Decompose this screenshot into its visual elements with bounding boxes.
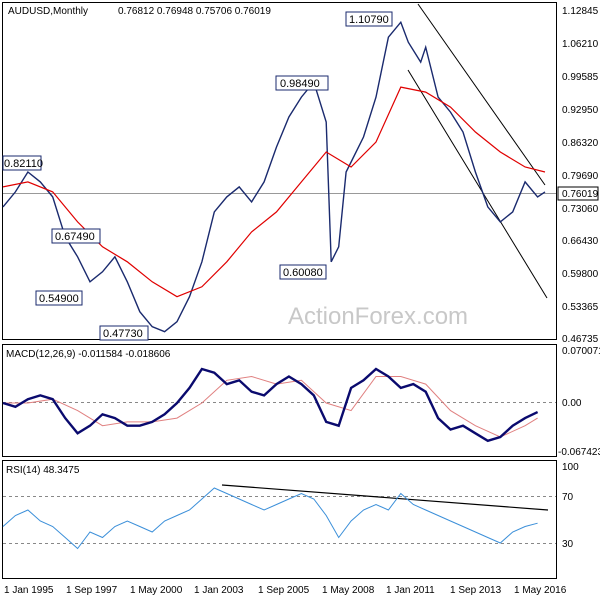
- annotation-label: 0.98490: [280, 78, 320, 90]
- x-axis: 1 Jan 1995 1 Sep 1997 1 May 2000 1 Jan 2…: [4, 585, 567, 596]
- annotation-label: 0.67490: [55, 231, 95, 243]
- annotation-label: 0.60080: [283, 267, 323, 279]
- rsi-tick: 70: [562, 492, 574, 503]
- x-tick: 1 Jan 2011: [386, 585, 435, 596]
- annotation-box: [345, 11, 393, 27]
- rsi-tick: 30: [562, 539, 574, 550]
- price-panel: [2, 2, 557, 340]
- price-series-line: [2, 20, 546, 333]
- rsi-title: RSI(14) 48.3475: [6, 465, 80, 476]
- current-price-label: 0.76019: [562, 189, 599, 200]
- rsi-panel: [2, 460, 557, 579]
- annotation-label: 1.10790: [349, 14, 389, 26]
- macd-tick: 0.070071: [562, 346, 600, 357]
- watermark: ActionForex.com: [288, 303, 468, 330]
- price-annotations: 1.10790 0.98490 0.82110 0.67490 0.54900 …: [2, 11, 393, 341]
- x-tick: 1 Sep 2005: [258, 585, 310, 596]
- macd-title: MACD(12,26,9) -0.011584 -0.018606: [6, 349, 171, 360]
- annotation-label: 0.47730: [103, 328, 143, 340]
- annotation-box: [99, 325, 149, 341]
- annotation-box: [279, 264, 327, 280]
- macd-panel: [2, 344, 557, 457]
- x-tick: 1 Jan 1995: [4, 585, 54, 596]
- macd-line: [2, 367, 539, 443]
- x-tick: 1 May 2008: [322, 585, 375, 596]
- rsi-tick: 100: [562, 462, 579, 473]
- macd-tick: -0.067423: [558, 447, 600, 458]
- price-tick: 0.73060: [562, 204, 599, 215]
- channel-upper-line: [417, 3, 546, 186]
- price-tick: 0.79690: [562, 171, 599, 182]
- x-tick: 1 May 2016: [514, 585, 567, 596]
- price-tick: 0.99585: [562, 72, 599, 83]
- channel-lower-line: [407, 69, 548, 299]
- price-tick: 0.92950: [562, 105, 599, 116]
- price-tick: 1.06210: [562, 39, 599, 50]
- macd-tick: 0.00: [562, 398, 582, 409]
- price-tick: 1.12845: [562, 6, 599, 17]
- annotation-box: [51, 228, 101, 244]
- x-tick: 1 Jan 2003: [194, 585, 244, 596]
- rsi-trend-line: [221, 484, 549, 511]
- annotation-box: [275, 75, 329, 91]
- annotation-label: 0.82110: [4, 158, 43, 170]
- annotation-box: [35, 290, 83, 306]
- price-tick: 0.66430: [562, 236, 599, 247]
- annotation-box: [2, 155, 42, 171]
- price-tick: 0.86320: [562, 138, 599, 149]
- price-tick: 0.46735: [562, 334, 599, 345]
- price-tick: 0.53365: [562, 302, 599, 313]
- x-tick: 1 Sep 1997: [66, 585, 118, 596]
- x-tick: 1 May 2000: [130, 585, 183, 596]
- price-title: AUDUSD,Monthly: [8, 6, 88, 17]
- rsi-line: [2, 487, 538, 550]
- price-ohlc: 0.76812 0.76948 0.75706 0.76019: [118, 6, 271, 17]
- x-tick: 1 Sep 2013: [450, 585, 502, 596]
- price-y-ticks: 1.12845 1.06210 0.99585 0.92950 0.86320 …: [562, 6, 599, 345]
- current-price-box: [557, 186, 599, 201]
- price-tick: 0.59800: [562, 269, 599, 280]
- annotation-label: 0.54900: [39, 293, 79, 305]
